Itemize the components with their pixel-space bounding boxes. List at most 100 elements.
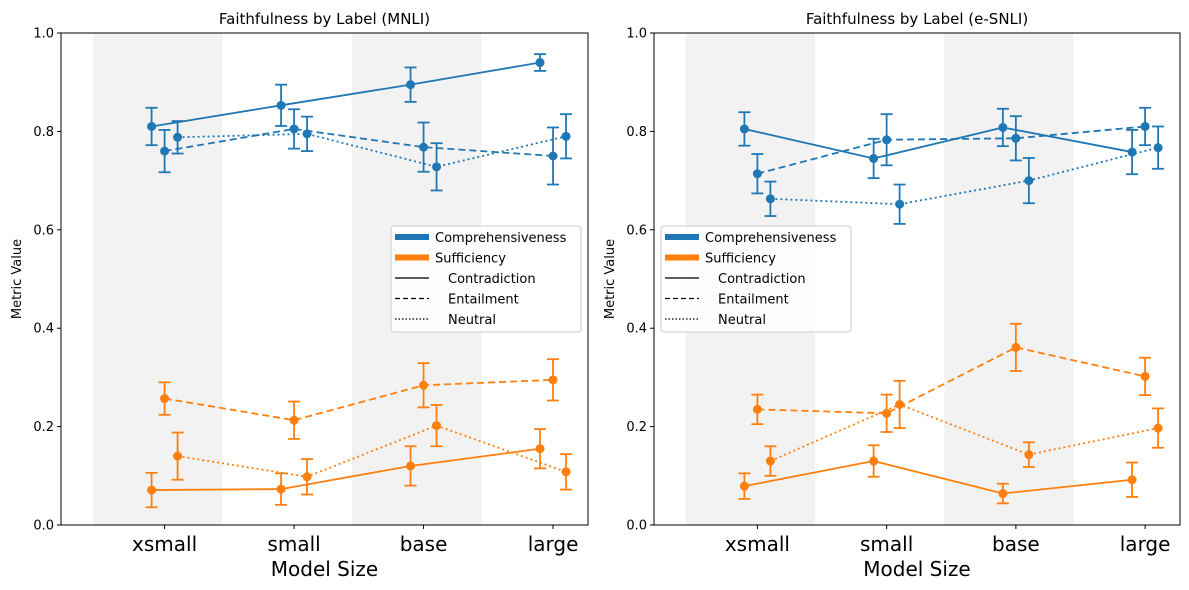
y-tick-label: 0.0 [626, 519, 647, 534]
series-comprehensiveness-neutral [171, 113, 573, 192]
series-line [770, 403, 1159, 462]
x-tick-label: small [860, 532, 913, 556]
series-line [744, 460, 1133, 495]
data-point [147, 121, 157, 131]
data-point [869, 153, 879, 163]
data-point [1153, 143, 1163, 153]
data-point [1140, 371, 1150, 381]
x-tick-label: base [992, 532, 1040, 556]
y-axis-label: Metric Value [603, 239, 618, 319]
series-line [757, 346, 1146, 415]
legend-entry: Entailment [718, 293, 789, 308]
data-point [895, 199, 905, 209]
data-point [302, 129, 312, 139]
series-sufficiency-neutral [764, 379, 1165, 477]
y-tick-label: 1.0 [33, 27, 54, 42]
y-axis-label: Metric Value [10, 239, 25, 319]
data-point [406, 80, 416, 90]
x-tick-label: xsmall [132, 532, 197, 556]
data-point [160, 394, 170, 404]
data-point [882, 135, 892, 145]
data-point [276, 100, 286, 110]
data-point [869, 456, 879, 466]
data-point [1024, 176, 1034, 186]
data-point [1140, 121, 1150, 131]
data-point [432, 421, 442, 431]
data-point [998, 489, 1008, 499]
legend-entry: Comprehensiveness [705, 231, 837, 246]
data-point [998, 122, 1008, 132]
data-point [752, 404, 762, 414]
legend-entry: Sufficiency [705, 252, 776, 267]
x-tick-label: small [267, 532, 320, 556]
data-point [1011, 133, 1021, 143]
data-point [765, 456, 775, 466]
series-comprehensiveness-contradiction [738, 107, 1139, 180]
data-point [289, 415, 299, 425]
series-comprehensiveness-contradiction [145, 53, 547, 147]
x-tick-label: base [400, 532, 448, 556]
data-point [882, 408, 892, 418]
series-sufficiency-contradiction [738, 444, 1139, 505]
legend-entry: Contradiction [448, 272, 536, 287]
series-sufficiency-entailment [751, 322, 1152, 433]
data-point [765, 194, 775, 204]
data-point [276, 484, 286, 494]
chart-title: Faithfulness by Label (e-SNLI) [806, 10, 1028, 28]
y-tick-label: 0.4 [33, 322, 54, 337]
data-point [173, 451, 183, 461]
data-point [1127, 475, 1137, 485]
series-line [177, 424, 567, 478]
data-point [160, 146, 170, 156]
legend: Comprehensiveness Sufficiency Contradictio… [660, 225, 852, 333]
data-point [535, 444, 545, 454]
x-tick-label: large [528, 532, 579, 556]
series-sufficiency-neutral [171, 404, 573, 496]
data-point [739, 481, 749, 491]
legend-frame [660, 225, 852, 333]
y-tick-label: 0.6 [626, 223, 647, 238]
x-tick-label: xsmall [725, 532, 790, 556]
chart-title: Faithfulness by Label (MNLI) [219, 10, 430, 28]
category-band [92, 33, 223, 525]
series-line [744, 126, 1133, 160]
data-point [432, 162, 442, 172]
legend: Comprehensiveness Sufficiency Contradictio… [390, 225, 582, 333]
y-tick-label: 1.0 [626, 27, 647, 42]
category-band [944, 33, 1074, 525]
x-axis-label: Model Size [863, 557, 970, 581]
chart-panel-mnli: 0.0 0.2 0.4 0.6 0.8 1.0 xsmall small base large Fa… [10, 10, 589, 581]
y-tick-label: 0.8 [33, 125, 54, 140]
y-tick-label: 0.2 [33, 420, 54, 435]
legend-entry: Contradiction [718, 272, 806, 287]
series-line [757, 125, 1146, 175]
data-point [302, 472, 312, 482]
data-point [739, 124, 749, 134]
series-comprehensiveness-entailment [751, 106, 1152, 195]
series-comprehensiveness-entailment [158, 108, 560, 186]
data-point [406, 461, 416, 471]
data-point [289, 124, 299, 134]
plot-area-frame [60, 32, 589, 526]
series-line [151, 447, 541, 491]
legend-entry: Sufficiency [435, 252, 506, 267]
legend-entry: Neutral [448, 313, 496, 328]
series-line [177, 132, 567, 168]
data-point [535, 58, 545, 68]
y-tick-label: 0.0 [33, 519, 54, 534]
data-point [1024, 450, 1034, 460]
x-tick-label: large [1120, 532, 1171, 556]
data-point [561, 467, 571, 477]
series-line [164, 378, 554, 422]
legend-entry: Neutral [718, 313, 766, 328]
data-point [895, 399, 905, 409]
chart-panel-esnli: 0.0 0.2 0.4 0.6 0.8 1.0 xsmall small base large Fa… [603, 10, 1181, 581]
legend-entry: Entailment [448, 293, 519, 308]
y-tick-label: 0.6 [33, 223, 54, 238]
data-point [1153, 423, 1163, 433]
data-point [1127, 147, 1137, 157]
y-tick-label: 0.2 [626, 420, 647, 435]
y-tick-label: 0.8 [626, 125, 647, 140]
series-line [770, 146, 1159, 206]
